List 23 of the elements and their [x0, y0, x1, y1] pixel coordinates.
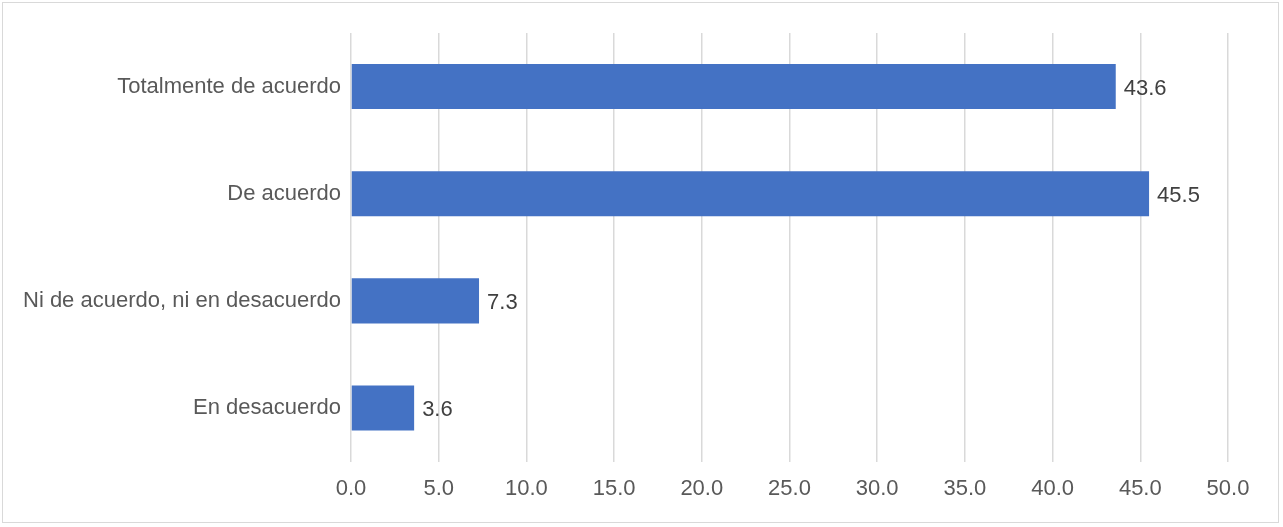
x-tick-label: 35.0 — [943, 474, 987, 500]
x-tick-label: 30.0 — [855, 474, 899, 500]
bar — [351, 64, 1116, 110]
x-tick-label: 10.0 — [504, 474, 548, 500]
x-tick-label: 50.0 — [1206, 474, 1250, 500]
y-tick-label: Ni de acuerdo, ni en desacuerdo — [22, 286, 341, 312]
x-tick-label: 45.0 — [1118, 474, 1162, 500]
y-tick-label: De acuerdo — [227, 179, 341, 205]
x-tick-label: 5.0 — [423, 474, 454, 500]
y-tick-label: En desacuerdo — [192, 394, 341, 420]
data-label: 3.6 — [422, 396, 453, 422]
bar — [351, 385, 415, 431]
x-tick-label: 25.0 — [768, 474, 811, 500]
data-label: 43.6 — [1123, 74, 1167, 100]
y-tick-label: Totalmente de acuerdo — [117, 72, 341, 98]
data-label: 7.3 — [487, 288, 518, 314]
data-label: 45.5 — [1157, 181, 1200, 207]
x-tick-label: 15.0 — [592, 474, 636, 500]
bar — [351, 278, 480, 324]
x-tick-label: 20.0 — [680, 474, 724, 500]
x-tick-label: 0.0 — [335, 474, 367, 500]
x-tick-label: 40.0 — [1031, 474, 1075, 500]
bar — [351, 171, 1150, 217]
